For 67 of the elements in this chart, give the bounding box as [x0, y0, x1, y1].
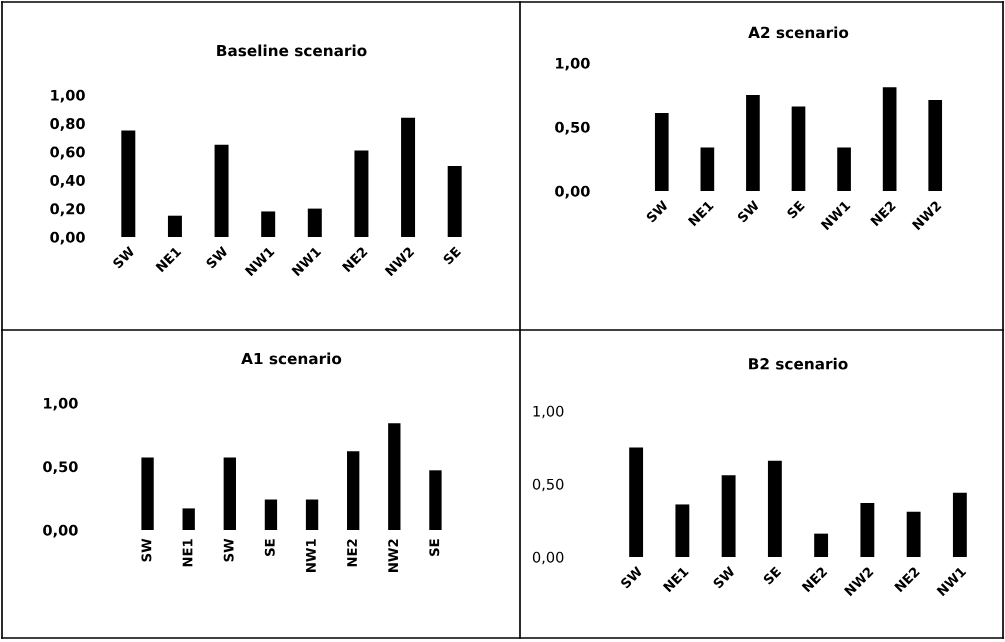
bar [354, 150, 369, 237]
chart-title: A2 scenario [748, 26, 849, 39]
y-tick-label: 1,00 [533, 405, 564, 419]
bar [261, 211, 276, 237]
x-tick-label: NE1 [182, 539, 193, 567]
y-tick-label: 0,20 [50, 203, 85, 217]
bar [401, 117, 416, 237]
bar [307, 208, 322, 237]
bar [214, 144, 229, 237]
bar [791, 106, 806, 191]
bar [388, 423, 401, 530]
bar [182, 508, 195, 530]
x-tick-label: SW [645, 199, 669, 223]
y-tick-label: 1,00 [556, 57, 590, 71]
bar [952, 492, 967, 557]
bar [906, 511, 921, 557]
x-tick-label: NW1 [306, 539, 316, 572]
bar [837, 147, 851, 191]
x-tick-label: SW [112, 245, 136, 269]
bar [629, 447, 644, 557]
x-tick-label: SW [712, 565, 736, 589]
bar [429, 470, 442, 530]
y-tick-label: 0,60 [50, 146, 85, 160]
bar [746, 95, 760, 191]
bar [141, 457, 154, 530]
y-tick-label: 0,00 [50, 231, 85, 245]
y-tick-label: 0,50 [555, 121, 590, 135]
bar [223, 457, 236, 530]
bar [767, 460, 782, 557]
x-tick-label: SW [205, 245, 229, 269]
bar [121, 130, 136, 237]
bar [882, 87, 897, 191]
x-tick-label: SE [264, 539, 275, 556]
x-tick-label: SW [736, 199, 760, 223]
y-tick-label: 1,00 [51, 89, 85, 103]
x-tick-label: SE [762, 566, 782, 585]
x-tick-label: SW [141, 538, 152, 562]
bar [264, 499, 278, 530]
y-tick-label: 0,50 [532, 478, 564, 492]
bar [928, 100, 943, 191]
x-tick-label: NE2 [347, 539, 357, 567]
y-tick-label: 0,80 [50, 118, 85, 132]
bar [654, 112, 669, 191]
chart-title: B2 scenario [749, 357, 848, 370]
bar [700, 147, 715, 191]
y-tick-label: 0,00 [43, 524, 78, 538]
bar [814, 533, 829, 557]
y-tick-label: 0,00 [532, 551, 564, 565]
x-tick-label: SE [786, 200, 806, 219]
y-tick-label: 0,00 [555, 185, 590, 199]
bar [305, 499, 319, 530]
x-tick-label: SE [429, 539, 440, 556]
bar [347, 451, 360, 530]
y-tick-label: 1,00 [44, 397, 78, 411]
chart-title: Baseline scenario [217, 44, 367, 57]
x-tick-label: NW2 [388, 539, 398, 572]
bar [860, 502, 875, 557]
bar [675, 504, 690, 557]
x-tick-label: SW [223, 538, 234, 562]
bar [721, 475, 736, 557]
y-tick-label: 0,50 [43, 461, 78, 475]
y-tick-label: 0,40 [50, 174, 85, 188]
chart-title: A1 scenario [241, 352, 342, 365]
bar [167, 215, 182, 237]
bar [447, 166, 462, 237]
x-tick-label: SW [619, 565, 644, 589]
x-tick-label: SE [442, 246, 462, 265]
